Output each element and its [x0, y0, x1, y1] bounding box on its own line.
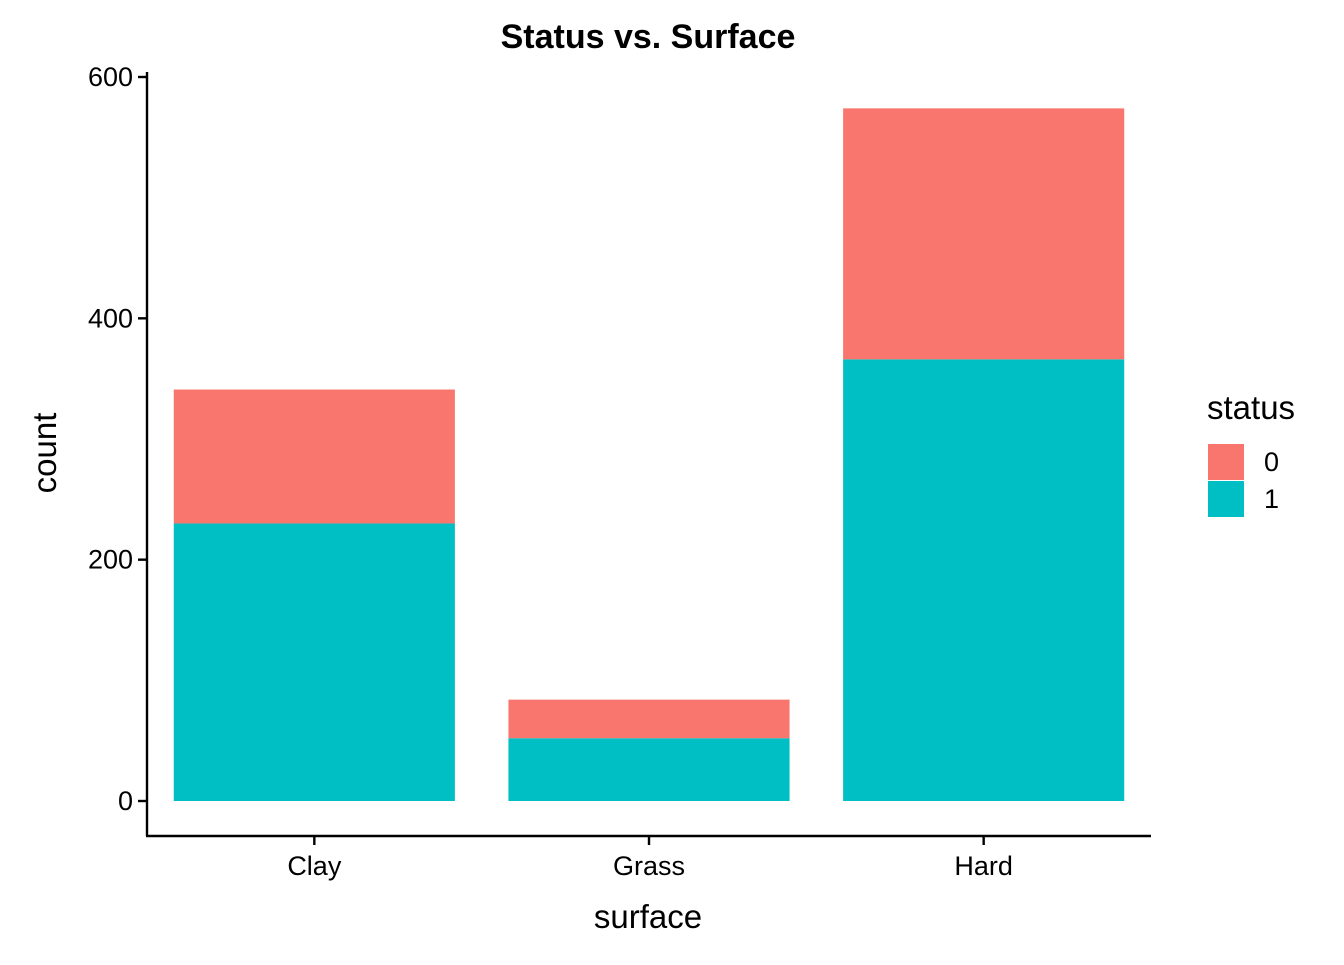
- x-tick-label-clay: Clay: [287, 851, 342, 881]
- x-ticks-layer: Clay Grass Hard: [287, 836, 1013, 881]
- y-ticks-layer: 0 200 400 600: [88, 62, 147, 816]
- legend-label-1: 1: [1264, 484, 1279, 514]
- x-tick-label-grass: Grass: [613, 851, 685, 881]
- legend-key-0: [1208, 444, 1244, 480]
- bars-layer: [173, 108, 1125, 801]
- bar-hard-status-0: [843, 108, 1125, 360]
- bar-grass-status-1: [508, 738, 790, 801]
- y-tick-label-400: 400: [88, 303, 133, 333]
- legend-title: status: [1207, 389, 1295, 426]
- bar-hard-status-1: [843, 359, 1125, 801]
- legend-entries: 01: [1208, 444, 1279, 517]
- y-tick-label-0: 0: [118, 786, 133, 816]
- legend-key-1: [1208, 481, 1244, 517]
- x-tick-label-hard: Hard: [954, 851, 1013, 881]
- y-tick-label-600: 600: [88, 62, 133, 92]
- bar-grass-status-0: [508, 699, 790, 739]
- legend-label-0: 0: [1264, 447, 1279, 477]
- bar-clay-status-0: [173, 389, 455, 524]
- chart-title: Status vs. Surface: [501, 18, 796, 56]
- bar-clay-status-1: [173, 523, 455, 801]
- legend: status 01: [1207, 389, 1295, 517]
- y-axis-title: count: [26, 413, 63, 494]
- y-tick-label-200: 200: [88, 545, 133, 575]
- x-axis-title: surface: [594, 898, 702, 935]
